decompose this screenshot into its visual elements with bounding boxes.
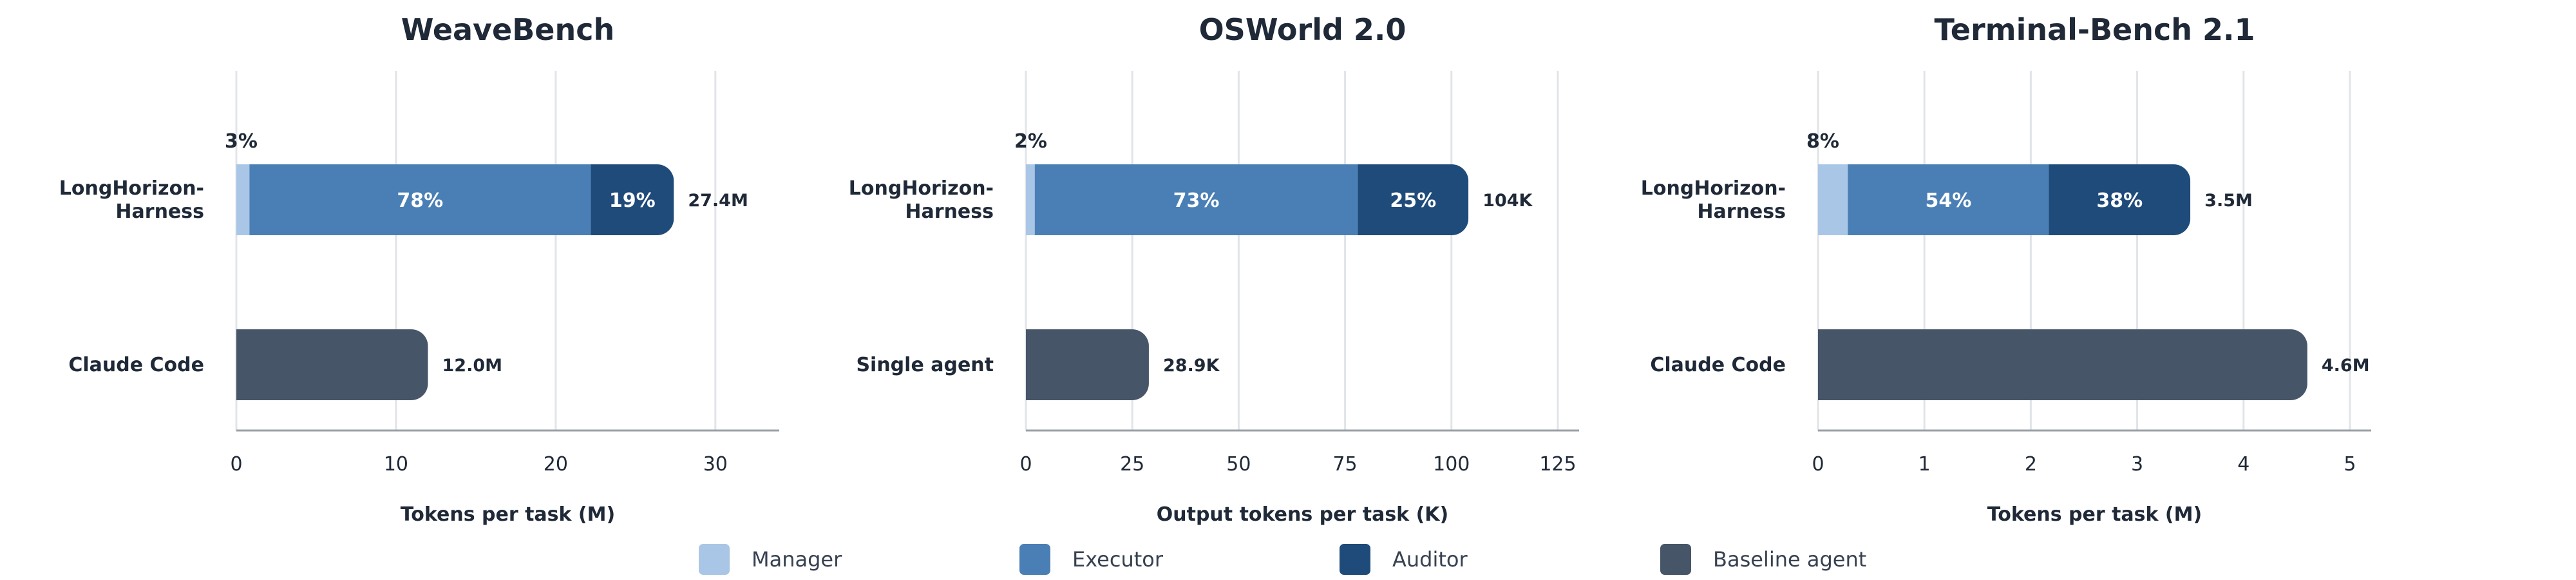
legend-swatch — [1660, 544, 1691, 575]
bar-segment-baseline-agent — [236, 329, 428, 400]
bar-total-label: 4.6M — [2322, 356, 2370, 376]
bar — [1818, 329, 2307, 400]
legend: Manager Executor Auditor Baseline agent — [699, 544, 1866, 575]
category-label: LongHorizon-Harness — [849, 177, 994, 223]
x-tick-label: 0 — [1812, 453, 1824, 476]
bar-segment-executor — [1848, 164, 2049, 235]
bar-total-label: 104K — [1482, 191, 1533, 211]
x-tick-label: 125 — [1539, 453, 1576, 476]
chart-panel: WeaveBench 0 10 20 30 Tokens per task (M) Long… — [59, 12, 779, 526]
x-tick-label: 5 — [2344, 453, 2356, 476]
bar-segment-baseline-agent — [1026, 329, 1149, 400]
bar-total-label: 27.4M — [688, 191, 748, 211]
chart-panel: OSWorld 2.0 0 25 50 75 100 125 Output tokens pe… — [849, 12, 1579, 526]
x-axis-label: Output tokens per task (K) — [1157, 503, 1449, 526]
x-tick-label: 2 — [2025, 453, 2037, 476]
legend-label: Executor — [1072, 547, 1164, 572]
bar-total-label: 12.0M — [442, 356, 503, 376]
bar-segment-manager — [1818, 164, 1848, 235]
segment-share-label: 25% — [1390, 189, 1436, 212]
bar — [236, 164, 674, 235]
bar-total-label: 3.5M — [2204, 191, 2253, 211]
bar-segment-manager — [236, 164, 250, 235]
x-tick-label: 75 — [1332, 453, 1357, 476]
bar — [1818, 164, 2191, 235]
x-tick-label: 1 — [1918, 453, 1931, 476]
category-label: Single agent — [856, 354, 994, 376]
bar — [1026, 329, 1149, 400]
legend-label: Auditor — [1392, 547, 1468, 572]
x-tick-label: 4 — [2237, 453, 2249, 476]
legend-swatch — [699, 544, 730, 575]
bar — [1026, 164, 1469, 235]
bar-segment-executor — [1034, 164, 1358, 235]
bar-segment-auditor — [2049, 164, 2191, 235]
legend-label: Baseline agent — [1713, 547, 1866, 572]
x-tick-label: 30 — [703, 453, 728, 476]
x-tick-label: 50 — [1226, 453, 1251, 476]
x-tick-label: 100 — [1433, 453, 1470, 476]
bar-segment-executor — [249, 164, 591, 235]
segment-share-label: 73% — [1173, 189, 1220, 212]
segment-share-label: 2% — [1014, 130, 1047, 153]
segment-share-label: 78% — [397, 189, 443, 212]
x-axis-label: Tokens per task (M) — [401, 503, 615, 526]
category-label: LongHorizon-Harness — [1641, 177, 1786, 223]
bar — [236, 329, 428, 400]
x-tick-label: 25 — [1120, 453, 1144, 476]
x-axis-label: Tokens per task (M) — [1987, 503, 2202, 526]
chart-title: OSWorld 2.0 — [1199, 12, 1406, 47]
bar-segment-manager — [1026, 164, 1035, 235]
x-tick-label: 3 — [2131, 453, 2143, 476]
x-tick-label: 10 — [384, 453, 408, 476]
segment-share-label: 8% — [1806, 130, 1839, 153]
bar-total-label: 28.9K — [1163, 356, 1220, 376]
bar-segment-auditor — [1358, 164, 1469, 235]
legend-swatch — [1340, 544, 1370, 575]
legend-swatch — [1019, 544, 1050, 575]
segment-share-label: 38% — [2096, 189, 2143, 212]
x-tick-label: 20 — [544, 453, 568, 476]
bar-segment-auditor — [591, 164, 674, 235]
category-label: Claude Code — [1650, 354, 1786, 376]
segment-share-label: 3% — [225, 130, 258, 153]
chart-title: Terminal-Bench 2.1 — [1934, 12, 2255, 47]
legend-label: Manager — [752, 547, 842, 572]
segment-share-label: 54% — [1925, 189, 1971, 212]
chart-panel: Terminal-Bench 2.1 0 1 2 3 4 5 Tokens per task … — [1641, 12, 2371, 526]
segment-share-label: 19% — [609, 189, 656, 212]
chart-title: WeaveBench — [401, 12, 615, 47]
category-label: LongHorizon-Harness — [59, 177, 204, 223]
category-label: Claude Code — [68, 354, 204, 376]
x-tick-label: 0 — [230, 453, 242, 476]
x-tick-label: 0 — [1019, 453, 1032, 476]
bar-segment-baseline-agent — [1818, 329, 2307, 400]
